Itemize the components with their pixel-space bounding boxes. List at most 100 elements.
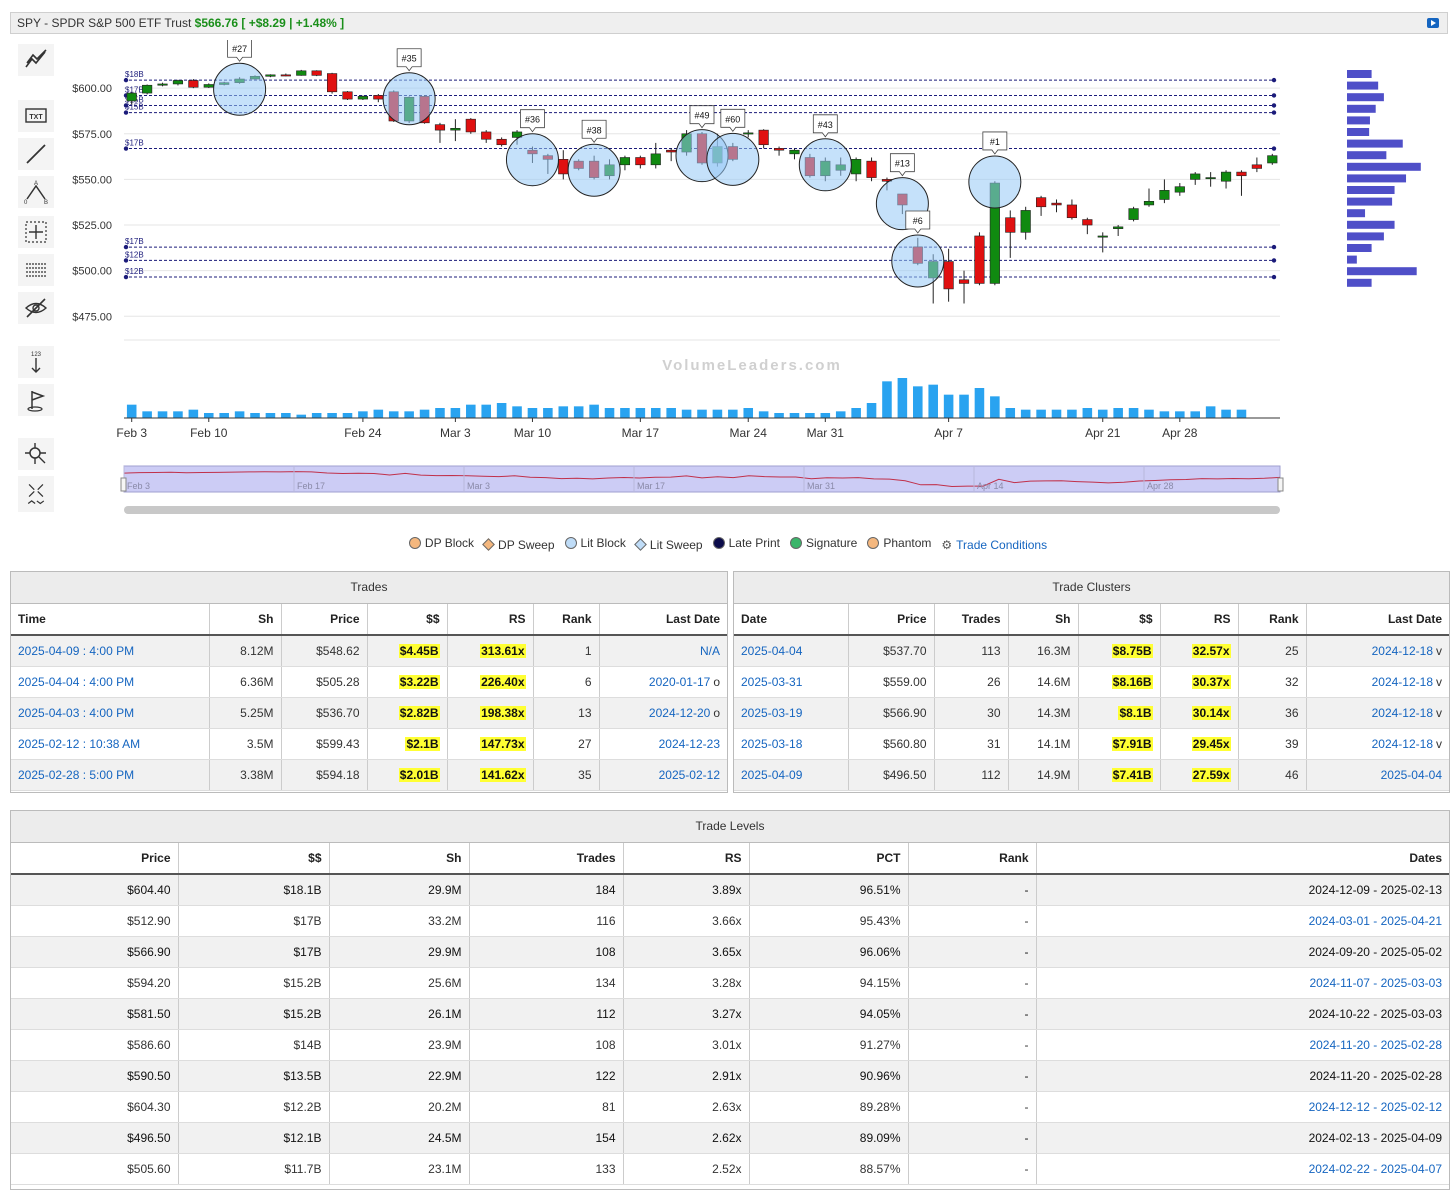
- table-row[interactable]: 2025-04-09 : 4:00 PM 8.12M $548.62 $4.45B 31…: [11, 635, 727, 667]
- range-navigator[interactable]: Feb 3 Feb 17 Mar 3 Mar 17 Mar 31 Apr 14 Apr 28: [120, 465, 1284, 514]
- last-date-link[interactable]: 2024-12-23: [658, 737, 720, 751]
- text-icon[interactable]: TXT: [18, 100, 54, 132]
- table-row[interactable]: $512.90 $17B 33.2M 116 3.66x 95.43% -2024-03-0…: [11, 905, 1449, 937]
- legend-item-dp-sweep[interactable]: DP Sweep: [482, 538, 555, 552]
- trade-last-date[interactable]: 2025-02-12: [599, 759, 727, 791]
- trade-last-date[interactable]: N/A: [599, 635, 727, 667]
- col-rank[interactable]: Rank: [1238, 604, 1307, 636]
- level-dates-link[interactable]: 2024-11-20 - 2025-02-28: [1036, 1060, 1449, 1092]
- table-row[interactable]: $586.60 $14B 23.9M 108 3.01x 91.27% -2024-11-2…: [11, 1029, 1449, 1061]
- table-row[interactable]: 2025-03-31 $559.00 26 14.6M $8.16B 30.37x 32 20…: [734, 666, 1449, 698]
- cluster-date-link[interactable]: 2025-04-09: [734, 759, 849, 791]
- col-last-date[interactable]: Last Date: [599, 604, 727, 636]
- col-sh[interactable]: Sh: [1008, 604, 1079, 636]
- cluster-date-link[interactable]: 2025-03-18: [734, 728, 849, 760]
- table-row[interactable]: $496.50 $12.1B 24.5M 154 2.62x 89.09% -2024-02…: [11, 1122, 1449, 1154]
- level-dates-link[interactable]: 2024-12-12 - 2025-02-12: [1036, 1091, 1449, 1123]
- table-row[interactable]: 2025-04-04 : 4:00 PM 6.36M $505.28 $3.22B 22…: [11, 666, 727, 698]
- level-dates-link[interactable]: 2024-02-22 - 2025-04-07: [1036, 1153, 1449, 1185]
- pattern-icon[interactable]: A 0 B: [18, 176, 54, 208]
- col-dollars[interactable]: $$: [178, 843, 330, 875]
- last-date-link[interactable]: 2024-12-18: [1371, 675, 1433, 689]
- cluster-date-link[interactable]: 2025-04-04: [734, 635, 849, 667]
- zoom-icon[interactable]: [18, 438, 54, 470]
- col-dollars[interactable]: $$: [367, 604, 448, 636]
- flag-icon[interactable]: [18, 384, 54, 416]
- level-dates-link[interactable]: 2024-10-22 - 2025-03-03: [1036, 998, 1449, 1030]
- table-row[interactable]: $590.50 $13.5B 22.9M 122 2.91x 90.96% -2024-11…: [11, 1060, 1449, 1092]
- col-price[interactable]: Price: [11, 843, 179, 875]
- trade-time-link[interactable]: 2025-04-09 : 4:00 PM: [11, 635, 210, 667]
- level-dates-link[interactable]: 2024-03-01 - 2025-04-21: [1036, 905, 1449, 937]
- level-dates-link[interactable]: 2024-09-20 - 2025-05-02: [1036, 936, 1449, 968]
- col-trades[interactable]: Trades: [934, 604, 1009, 636]
- legend-item-phantom[interactable]: Phantom: [867, 536, 931, 550]
- trade-last-date[interactable]: 2020-01-17 o: [599, 666, 727, 698]
- col-sh[interactable]: Sh: [329, 843, 470, 875]
- price-chart[interactable]: $600.00 $575.00 $550.00 $525.00 $500.00 $475.…: [60, 40, 1450, 522]
- legend-item-signature[interactable]: Signature: [789, 536, 857, 550]
- cluster-date-link[interactable]: 2025-03-31: [734, 666, 849, 698]
- video-icon[interactable]: [1427, 18, 1439, 28]
- level-dates-link[interactable]: 2024-11-07 - 2025-03-03: [1036, 967, 1449, 999]
- navigator-scrollbar[interactable]: [124, 506, 1280, 514]
- col-rs[interactable]: RS: [447, 604, 534, 636]
- cluster-last-date[interactable]: 2024-12-18 v: [1306, 697, 1449, 729]
- cluster-last-date[interactable]: 2024-12-18 v: [1306, 666, 1449, 698]
- level-dates-link[interactable]: 2024-11-20 - 2025-02-28: [1036, 1029, 1449, 1061]
- trade-last-date[interactable]: 2024-12-23: [599, 728, 727, 760]
- cluster-date-link[interactable]: 2025-03-19: [734, 697, 849, 729]
- col-rank[interactable]: Rank: [908, 843, 1037, 875]
- legend-item-dp-block[interactable]: DP Block: [408, 536, 474, 550]
- trade-last-date[interactable]: 2024-12-20 o: [599, 697, 727, 729]
- table-row[interactable]: 2025-03-19 $566.90 30 14.3M $8.1B 30.14x 36 202…: [734, 697, 1449, 729]
- table-row[interactable]: $505.60 $11.7B 23.1M 133 2.52x 88.57% -2024-02…: [11, 1153, 1449, 1185]
- trend-lines-icon[interactable]: [18, 44, 54, 76]
- table-row[interactable]: 2025-04-03 : 4:00 PM 5.25M $536.70 $2.82B 19…: [11, 697, 727, 729]
- legend-item-late-print[interactable]: Late Print: [712, 536, 780, 550]
- last-date-link[interactable]: 2020-01-17: [648, 675, 711, 689]
- legend-item-lit-block[interactable]: Lit Block: [564, 536, 626, 550]
- last-date-link[interactable]: N/A: [699, 644, 720, 658]
- table-row[interactable]: 2025-03-18 $560.80 31 14.1M $7.91B 29.45x 39 20…: [734, 728, 1449, 760]
- cluster-last-date[interactable]: 2025-04-04: [1306, 759, 1449, 791]
- cluster-last-date[interactable]: 2024-12-18 v: [1306, 635, 1449, 667]
- table-row[interactable]: 2025-04-04 $537.70 113 16.3M $8.75B 32.57x 25 2…: [734, 635, 1449, 667]
- col-dollars[interactable]: $$: [1078, 604, 1161, 636]
- legend-item-lit-sweep[interactable]: Lit Sweep: [634, 538, 703, 552]
- cluster-last-date[interactable]: 2024-12-18 v: [1306, 728, 1449, 760]
- last-date-link[interactable]: 2024-12-18: [1371, 706, 1433, 720]
- col-last-date[interactable]: Last Date: [1306, 604, 1449, 636]
- col-price[interactable]: Price: [281, 604, 368, 636]
- last-date-link[interactable]: 2024-12-20: [648, 706, 711, 720]
- last-date-link[interactable]: 2024-12-18: [1371, 737, 1433, 751]
- line-icon[interactable]: [18, 138, 54, 170]
- grid-icon[interactable]: [18, 254, 54, 286]
- hide-icon[interactable]: [18, 292, 54, 324]
- col-rs[interactable]: RS: [1160, 604, 1239, 636]
- level-dates-link[interactable]: 2024-12-09 - 2025-02-13: [1036, 874, 1449, 906]
- trade-time-link[interactable]: 2025-02-12 : 10:38 AM: [11, 728, 210, 760]
- order-icon[interactable]: 123: [18, 346, 54, 378]
- table-row[interactable]: $604.40 $18.1B 29.9M 184 3.89x 96.51% -2024-12…: [11, 874, 1449, 906]
- col-price[interactable]: Price: [848, 604, 935, 636]
- trade-time-link[interactable]: 2025-04-03 : 4:00 PM: [11, 697, 210, 729]
- col-sh[interactable]: Sh: [209, 604, 282, 636]
- col-rs[interactable]: RS: [623, 843, 750, 875]
- table-row[interactable]: $594.20 $15.2B 25.6M 134 3.28x 94.15% -2024-11…: [11, 967, 1449, 999]
- col-pct[interactable]: PCT: [749, 843, 909, 875]
- trade-time-link[interactable]: 2025-02-28 : 5:00 PM: [11, 759, 210, 791]
- level-dates-link[interactable]: 2024-02-13 - 2025-04-09: [1036, 1122, 1449, 1154]
- last-date-link[interactable]: 2025-02-12: [658, 768, 720, 782]
- crosshair-icon[interactable]: [18, 216, 54, 248]
- last-date-link[interactable]: 2024-12-18: [1371, 644, 1433, 658]
- col-time[interactable]: Time: [11, 604, 210, 636]
- table-row[interactable]: 2025-04-09 $496.50 112 14.9M $7.41B 27.59x 46 2…: [734, 759, 1449, 791]
- trade-time-link[interactable]: 2025-04-04 : 4:00 PM: [11, 666, 210, 698]
- table-row[interactable]: $566.90 $17B 29.9M 108 3.65x 96.06% -2024-09-2…: [11, 936, 1449, 968]
- table-row[interactable]: $581.50 $15.2B 26.1M 112 3.27x 94.05% -2024-10…: [11, 998, 1449, 1030]
- col-rank[interactable]: Rank: [533, 604, 600, 636]
- table-row[interactable]: 2025-02-12 : 10:38 AM 3.5M $599.43 $2.1B 147…: [11, 728, 727, 760]
- col-trades[interactable]: Trades: [469, 843, 624, 875]
- col-dates[interactable]: Dates: [1036, 843, 1449, 875]
